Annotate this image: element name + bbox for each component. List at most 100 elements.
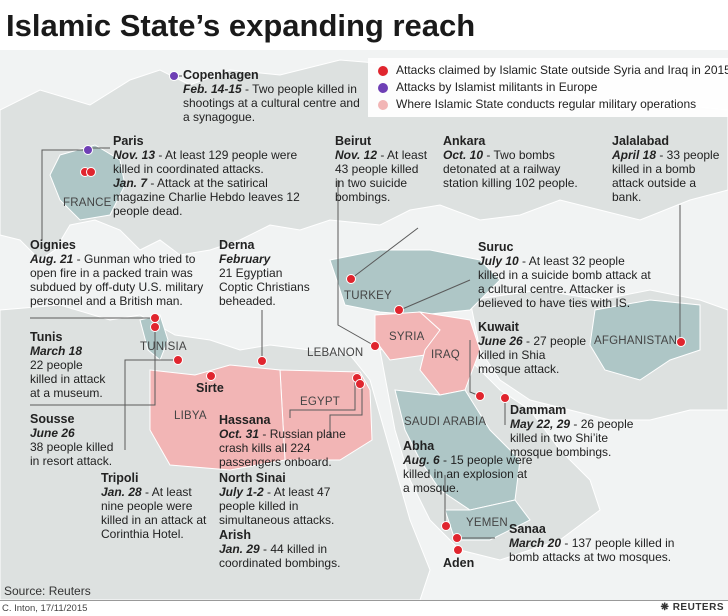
marker-suruc: [394, 305, 404, 315]
event-date: Feb. 14-15: [183, 82, 242, 96]
marker-tunis: [150, 313, 160, 323]
label-tunisia: TUNISIA: [140, 341, 187, 353]
event-text: - 33 people killed in a bomb attack outs…: [612, 148, 720, 204]
marker-sousse: [150, 322, 160, 332]
event-arish: Arish Jan. 29 - 44 killed in coordinated…: [219, 528, 369, 570]
event-date: June 26: [478, 334, 523, 348]
event-place: Sousse: [30, 412, 75, 426]
marker-dammam: [500, 393, 510, 403]
event-text: - 27 people killed in Shia mosque attack…: [478, 334, 587, 376]
event-text: 22 people killed in attack at a museum.: [30, 358, 106, 400]
event-kuwait: Kuwait June 26 - 27 people killed in Shi…: [478, 320, 588, 376]
event-tunis: Tunis March 18 22 people killed in attac…: [30, 330, 110, 400]
label-egypt: EGYPT: [300, 396, 340, 408]
marker-derna: [257, 356, 267, 366]
brand-name: REUTERS: [672, 602, 724, 613]
afghanistan-shape: [589, 299, 701, 381]
event-date: Nov. 12: [335, 148, 378, 162]
marker-kuwait: [475, 391, 485, 401]
event-date: April 18: [612, 148, 657, 162]
event-text: - Two bombs detonated at a railway stati…: [443, 148, 578, 190]
label-lebanon: LEBANON: [307, 347, 364, 359]
leader-tripoli: [124, 359, 178, 450]
event-place: Kuwait: [478, 320, 519, 334]
brand-mark: ❋ REUTERS: [661, 602, 724, 613]
event-place: Tripoli: [101, 471, 139, 485]
event-derna: Derna February 21 Egyptian Coptic Christ…: [219, 238, 319, 308]
leader-oignies: [41, 149, 88, 240]
turkey-shape: [329, 249, 501, 316]
event-date: July 10: [478, 254, 519, 268]
event-place: Paris: [113, 134, 144, 148]
leader-lines: [30, 75, 681, 539]
event-text: - 44 killed in coordinated bombings.: [219, 542, 341, 570]
event-place: Oignies: [30, 238, 76, 252]
event-place: Dammam: [510, 403, 567, 417]
event-text: - Two people killed in shootings at a cu…: [183, 82, 360, 124]
marker-jalalabad: [676, 337, 686, 347]
event-date: Jan. 7: [113, 176, 148, 190]
credit-line: C. Inton, 17/11/2015: [2, 603, 88, 614]
event-paris-jan: Jan. 7 - Attack at the satirical magazin…: [113, 176, 313, 218]
label-aden: Aden: [443, 556, 475, 570]
event-text: - At least 129 people were killed in coo…: [113, 148, 298, 176]
event-place: Hassana: [219, 413, 271, 427]
france-shape: [49, 144, 126, 221]
event-suruc: Suruc July 10 - At least 32 people kille…: [478, 240, 653, 310]
event-place: Beirut: [335, 134, 372, 148]
event-text: 21 Egyptian Coptic Christians beheaded.: [219, 266, 310, 308]
marker-beirut: [370, 341, 380, 351]
event-copenhagen: Copenhagen Feb. 14-15 - Two people kille…: [183, 68, 368, 124]
legend-label: Attacks claimed by Islamic State outside…: [396, 63, 728, 77]
event-text: - 15 people were killed in an explosion …: [403, 453, 533, 495]
event-text: 38 people killed in resort attack.: [30, 440, 114, 468]
legend-dot-red: [378, 65, 388, 76]
marker-sanaa: [452, 533, 462, 543]
marker-sirte: [206, 371, 216, 381]
map-canvas: [0, 50, 728, 600]
legend-item-is-attacks: Attacks claimed by Islamic State outside…: [372, 62, 728, 79]
event-date: March 20: [509, 536, 562, 550]
event-date: Jan. 28: [101, 485, 142, 499]
legend-dot-purple: [378, 82, 388, 93]
event-place: Copenhagen: [183, 68, 259, 82]
leader-beirut: [337, 180, 376, 347]
marker-ankara: [346, 274, 356, 284]
footer-divider: [0, 600, 728, 601]
event-date: Aug. 6: [403, 453, 440, 467]
event-place: Derna: [219, 238, 255, 252]
marker-sinai-b: [355, 379, 365, 389]
legend: Attacks claimed by Islamic State outside…: [368, 58, 728, 117]
event-text: - Attack at the satirical magazine Charl…: [113, 176, 300, 218]
event-text: - At least 43 people killed in two suici…: [335, 148, 428, 204]
event-place: Sanaa: [509, 522, 546, 536]
event-jalalabad: Jalalabad April 18 - 33 people killed in…: [612, 134, 724, 204]
event-sousse: Sousse June 26 38 people killed in resor…: [30, 412, 125, 468]
event-dammam: Dammam May 22, 29 - 26 people killed in …: [510, 403, 635, 459]
legend-label: Attacks by Islamist militants in Europe: [396, 80, 598, 94]
event-place: Jalalabad: [612, 134, 669, 148]
attack-markers: [80, 71, 686, 555]
marker-tripoli: [173, 355, 183, 365]
event-ankara: Ankara Oct. 10 - Two bombs detonated at …: [443, 134, 588, 190]
event-date: February: [219, 252, 271, 266]
event-text: - Russian plane crash kills all 224 pass…: [219, 427, 346, 469]
marker-paris-nov: [83, 145, 93, 155]
label-france: FRANCE: [63, 197, 112, 209]
leader-ankara: [351, 227, 419, 279]
event-text: - At least 47 people killed in simultane…: [219, 485, 335, 527]
label-syria: SYRIA: [389, 331, 425, 343]
legend-item-europe-attacks: Attacks by Islamist militants in Europe: [372, 79, 727, 96]
leader-hassana: [289, 380, 356, 418]
event-date: March 18: [30, 344, 83, 358]
event-place: Tunis: [30, 330, 63, 344]
source-note: Source: Reuters: [4, 584, 91, 598]
event-date: Nov. 13: [113, 148, 156, 162]
event-text: - 137 people killed in bomb attacks at t…: [509, 536, 675, 564]
event-place: Suruc: [478, 240, 514, 254]
leader-north-sinai: [329, 380, 363, 438]
event-text: - At least 32 people killed in a suicide…: [478, 254, 651, 310]
label-sirte: Sirte: [196, 381, 224, 395]
event-paris: Paris Nov. 13 - At least 129 people were…: [113, 134, 313, 176]
label-yemen: YEMEN: [466, 517, 508, 529]
